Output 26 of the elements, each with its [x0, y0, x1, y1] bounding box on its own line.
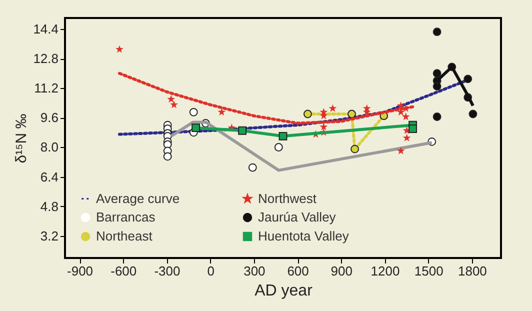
- x-tick-label: 1200: [370, 264, 400, 278]
- x-tick-label: 900: [330, 264, 352, 278]
- x-tick-label: 600: [287, 264, 309, 278]
- x-tick-label: -900: [67, 264, 94, 278]
- x-tick-label: 1800: [458, 264, 487, 278]
- y-tick-label: 3.2: [40, 228, 58, 244]
- y-tick-label: 14.4: [33, 22, 58, 37]
- legend-label: Northeast: [96, 228, 153, 244]
- y-tick-label: 11.2: [34, 80, 58, 96]
- x-tick-label: 1500: [414, 264, 444, 278]
- x-axis-title: AD year: [254, 282, 314, 300]
- x-tick-label: -300: [154, 264, 180, 278]
- y-tick-label: 12.8: [33, 51, 58, 66]
- y-tick-label: 9.6: [40, 110, 58, 126]
- legend-label: Huentota Valley: [258, 228, 350, 244]
- x-tick-label: 0: [207, 264, 214, 278]
- legend-label: Jaurúa Valley: [258, 210, 336, 224]
- y-tick-label: 6.4: [40, 169, 58, 184]
- y-tick-label: 8.0: [40, 140, 58, 155]
- legend-label: Barrancas: [96, 210, 156, 224]
- legend-label: Average curve: [96, 190, 180, 206]
- x-tick-label: -600: [110, 264, 137, 278]
- y-axis-title: δ¹⁵N ‰: [13, 114, 30, 164]
- legend-label: Northwest: [258, 190, 317, 206]
- x-tick-label: 300: [244, 264, 266, 278]
- y-tick-label: 4.8: [40, 198, 58, 214]
